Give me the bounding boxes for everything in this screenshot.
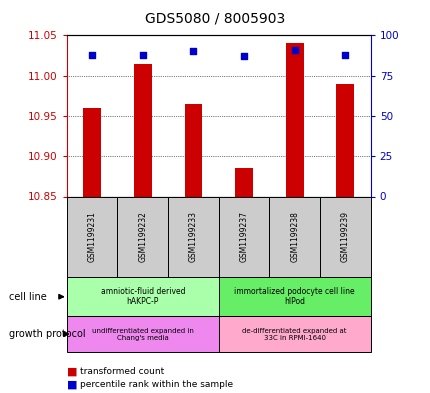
- Bar: [218, 316, 370, 352]
- Bar: [218, 196, 269, 277]
- Text: GSM1199232: GSM1199232: [138, 211, 147, 262]
- Bar: [218, 277, 370, 316]
- Text: ■: ■: [67, 366, 77, 376]
- Text: immortalized podocyte cell line
hIPod: immortalized podocyte cell line hIPod: [234, 287, 354, 307]
- Text: amniotic-fluid derived
hAKPC-P: amniotic-fluid derived hAKPC-P: [100, 287, 184, 307]
- Text: GSM1199238: GSM1199238: [289, 211, 298, 262]
- Bar: [184, 104, 202, 196]
- Text: GSM1199233: GSM1199233: [188, 211, 197, 262]
- Bar: [285, 44, 303, 196]
- Text: GSM1199237: GSM1199237: [239, 211, 248, 262]
- Bar: [168, 196, 218, 277]
- Text: cell line: cell line: [9, 292, 46, 302]
- Point: [89, 51, 95, 58]
- Point: [341, 51, 348, 58]
- Text: GSM1199231: GSM1199231: [87, 211, 96, 262]
- Bar: [83, 108, 101, 196]
- Text: percentile rank within the sample: percentile rank within the sample: [80, 380, 232, 389]
- Bar: [235, 168, 252, 196]
- Bar: [117, 196, 168, 277]
- Point: [291, 47, 298, 53]
- Bar: [269, 196, 319, 277]
- Text: growth protocol: growth protocol: [9, 329, 85, 339]
- Bar: [67, 316, 218, 352]
- Text: GSM1199239: GSM1199239: [340, 211, 349, 262]
- Point: [190, 48, 197, 55]
- Text: undifferentiated expanded in
Chang's media: undifferentiated expanded in Chang's med…: [92, 327, 193, 341]
- Bar: [67, 196, 117, 277]
- Bar: [336, 84, 353, 196]
- Point: [240, 53, 247, 59]
- Bar: [134, 64, 151, 196]
- Text: GDS5080 / 8005903: GDS5080 / 8005903: [145, 12, 285, 26]
- Bar: [67, 277, 218, 316]
- Text: de-differentiated expanded at
33C in RPMI-1640: de-differentiated expanded at 33C in RPM…: [242, 327, 346, 341]
- Bar: [319, 196, 370, 277]
- Point: [139, 51, 146, 58]
- Text: transformed count: transformed count: [80, 367, 163, 376]
- Text: ■: ■: [67, 379, 77, 389]
